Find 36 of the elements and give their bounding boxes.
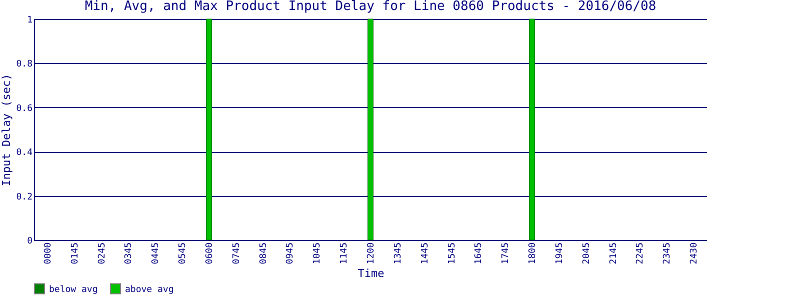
x-tick-label: 2345 bbox=[662, 242, 673, 264]
x-tick-label: 1645 bbox=[474, 242, 484, 264]
legend-label: above avg bbox=[125, 284, 174, 295]
x-tick-label: 0745 bbox=[232, 242, 242, 264]
x-tick-label: 1200 bbox=[366, 242, 376, 264]
x-tick-label: 0945 bbox=[286, 242, 296, 264]
y-tick-label: 1 bbox=[27, 16, 32, 26]
x-tick-label: 2145 bbox=[608, 242, 619, 264]
y-tick-label: 0.8 bbox=[16, 60, 32, 70]
x-tick-label: 2045 bbox=[582, 242, 592, 264]
x-tick-label: 0145 bbox=[70, 242, 80, 264]
y-tick-label: 0 bbox=[27, 236, 32, 246]
x-tick-label: 1345 bbox=[393, 242, 404, 264]
x-axis-title: Time bbox=[358, 267, 384, 280]
y-tick-label: 0.2 bbox=[16, 192, 32, 202]
x-tick-label: 0545 bbox=[178, 242, 188, 264]
x-tick-label: 1745 bbox=[501, 242, 512, 264]
x-tick-label: 1945 bbox=[554, 242, 565, 264]
chart-title: Min, Avg, and Max Product Input Delay for Line 0860 Products - 2016/06/08 bbox=[84, 0, 656, 14]
x-tick-label: 1545 bbox=[447, 242, 458, 264]
legend-label: below avg bbox=[49, 284, 98, 295]
x-tick-label: 1800 bbox=[528, 242, 538, 264]
x-tick-label: 0600 bbox=[204, 242, 215, 264]
y-tick-label: 0.6 bbox=[16, 104, 32, 114]
x-tick-label: 0345 bbox=[124, 242, 134, 264]
y-axis-title: Input Delay (sec) bbox=[0, 74, 14, 186]
x-tick-label: 0000 bbox=[43, 242, 54, 264]
x-tick-label: 2245 bbox=[636, 242, 646, 264]
x-tick-label: 0445 bbox=[151, 242, 162, 264]
x-tick-label: 0845 bbox=[258, 242, 269, 264]
x-tick-label: 0245 bbox=[97, 242, 108, 264]
x-tick-label: 2430 bbox=[690, 242, 700, 264]
x-tick-label: 1145 bbox=[340, 242, 350, 264]
x-tick-label: 1445 bbox=[420, 242, 430, 264]
x-tick-label: 1045 bbox=[312, 242, 323, 264]
y-tick-label: 0.4 bbox=[16, 148, 32, 158]
